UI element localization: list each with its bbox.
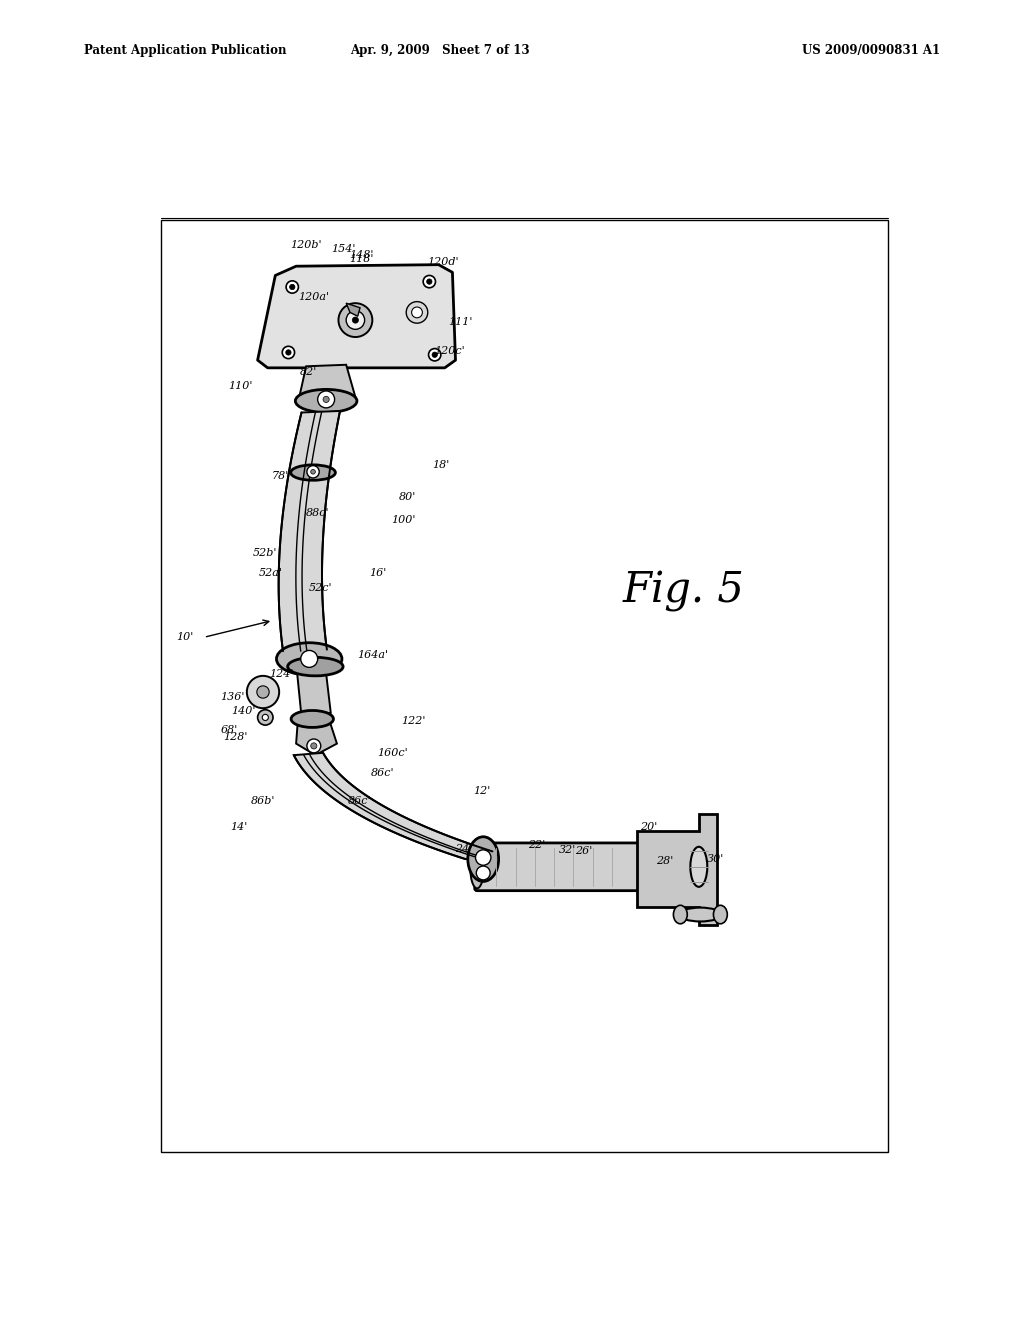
Text: Patent Application Publication: Patent Application Publication: [84, 44, 287, 57]
Text: 160c': 160c': [377, 748, 408, 758]
Circle shape: [307, 739, 321, 752]
Text: 118': 118': [349, 253, 373, 264]
Text: 22': 22': [528, 840, 546, 850]
Circle shape: [286, 281, 298, 293]
Text: 120a': 120a': [298, 292, 330, 302]
Text: 10': 10': [176, 632, 194, 643]
Text: 18': 18': [432, 459, 450, 470]
Text: 164a': 164a': [357, 649, 389, 660]
Circle shape: [307, 466, 319, 478]
Text: 52c': 52c': [309, 583, 333, 593]
Text: 86c': 86c': [348, 796, 372, 807]
Text: 26': 26': [575, 846, 593, 857]
Polygon shape: [296, 713, 337, 755]
Circle shape: [423, 276, 435, 288]
Polygon shape: [346, 304, 360, 317]
Text: 110': 110': [228, 380, 252, 391]
Text: 20': 20': [640, 822, 657, 832]
Text: 120c': 120c': [435, 346, 465, 356]
Circle shape: [283, 346, 295, 359]
Circle shape: [310, 743, 316, 748]
Polygon shape: [298, 364, 355, 401]
Text: 78': 78': [272, 471, 289, 480]
Ellipse shape: [291, 465, 336, 480]
Text: 111': 111': [447, 317, 472, 326]
Circle shape: [323, 396, 330, 403]
Ellipse shape: [690, 847, 708, 887]
Text: US 2009/0090831 A1: US 2009/0090831 A1: [802, 44, 940, 57]
Circle shape: [258, 710, 273, 725]
Polygon shape: [637, 814, 717, 924]
Circle shape: [352, 317, 358, 323]
Text: 122': 122': [401, 715, 426, 726]
Ellipse shape: [288, 657, 343, 676]
Circle shape: [427, 279, 432, 284]
Text: 136': 136': [220, 693, 245, 702]
Circle shape: [317, 391, 335, 408]
Text: 128': 128': [223, 733, 248, 742]
Text: 120b': 120b': [290, 240, 322, 249]
Ellipse shape: [291, 710, 334, 727]
Ellipse shape: [276, 643, 342, 675]
Text: 52b': 52b': [253, 548, 276, 557]
Text: 28': 28': [655, 855, 673, 866]
Text: 68': 68': [221, 725, 239, 735]
Text: 32': 32': [558, 845, 575, 855]
Polygon shape: [296, 660, 331, 717]
Text: 124': 124': [269, 669, 294, 680]
Text: 80': 80': [398, 492, 416, 502]
Ellipse shape: [470, 845, 484, 888]
Ellipse shape: [679, 908, 722, 921]
Circle shape: [247, 676, 280, 708]
FancyBboxPatch shape: [475, 843, 641, 891]
Circle shape: [429, 348, 441, 360]
Circle shape: [290, 284, 295, 289]
Ellipse shape: [295, 389, 357, 412]
Text: 140': 140': [231, 706, 255, 717]
Text: 12': 12': [474, 787, 490, 796]
Text: 14': 14': [230, 822, 248, 832]
Circle shape: [301, 651, 317, 668]
Polygon shape: [258, 264, 456, 368]
Ellipse shape: [674, 906, 687, 924]
Text: 100': 100': [391, 515, 415, 525]
Circle shape: [476, 866, 490, 880]
Text: 86c': 86c': [371, 768, 394, 777]
Text: 148': 148': [349, 251, 373, 260]
Circle shape: [310, 470, 315, 474]
Circle shape: [339, 304, 373, 337]
Ellipse shape: [714, 906, 727, 924]
Text: 16': 16': [369, 568, 386, 578]
Polygon shape: [279, 411, 340, 651]
Text: 86b': 86b': [251, 796, 275, 807]
Circle shape: [475, 850, 490, 866]
Text: 154': 154': [331, 244, 355, 255]
Circle shape: [412, 308, 422, 318]
Circle shape: [286, 350, 291, 355]
Circle shape: [432, 352, 437, 358]
Text: 120d': 120d': [427, 257, 459, 268]
Text: Apr. 9, 2009   Sheet 7 of 13: Apr. 9, 2009 Sheet 7 of 13: [350, 44, 530, 57]
Text: 24': 24': [455, 843, 472, 854]
Text: 30': 30': [707, 854, 724, 865]
Circle shape: [346, 312, 365, 330]
Circle shape: [257, 686, 269, 698]
Text: Fig. 5: Fig. 5: [623, 570, 744, 612]
Ellipse shape: [468, 837, 499, 882]
Text: 52a': 52a': [259, 568, 283, 578]
Text: 88c': 88c': [306, 508, 330, 517]
Polygon shape: [294, 752, 493, 859]
Circle shape: [407, 302, 428, 323]
Circle shape: [262, 714, 268, 721]
Text: 82': 82': [300, 367, 316, 378]
